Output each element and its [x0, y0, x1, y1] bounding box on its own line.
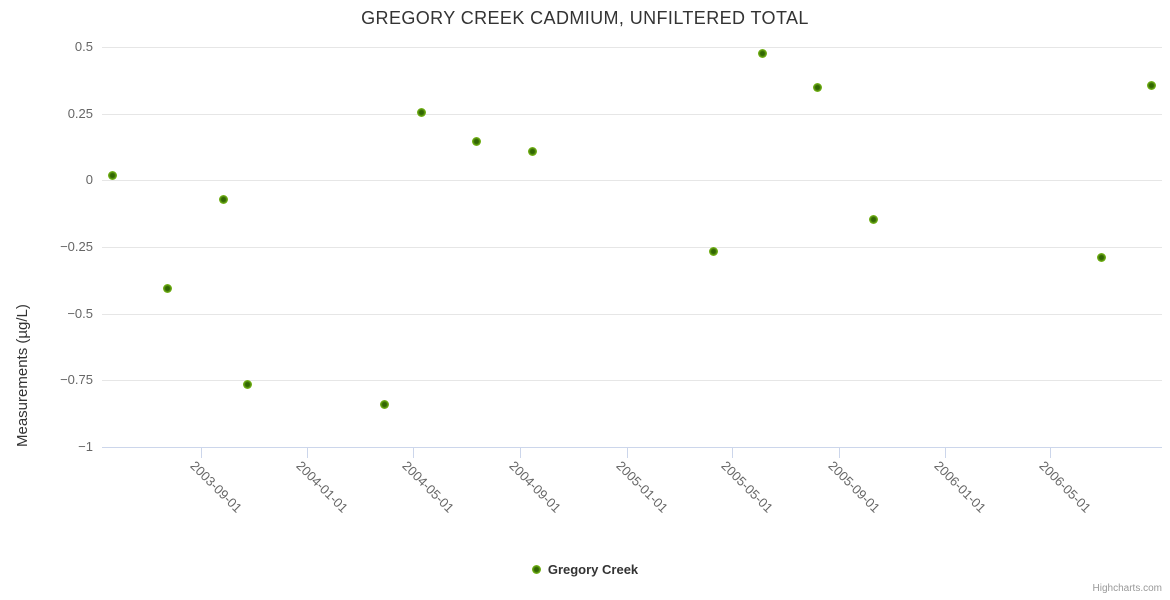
x-axis-tick	[1050, 448, 1052, 458]
y-axis-label: 0	[85, 172, 93, 188]
x-axis-tick	[520, 448, 522, 458]
y-axis-label: −0.5	[67, 305, 93, 321]
x-axis-label: 2004-01-01	[293, 458, 352, 516]
gridline	[102, 113, 1162, 115]
x-axis-label: 2006-01-01	[931, 458, 990, 516]
data-point[interactable]	[379, 399, 389, 409]
legend-marker-icon	[531, 565, 541, 574]
data-point[interactable]	[1147, 81, 1157, 91]
data-point[interactable]	[1097, 253, 1107, 263]
credits-link[interactable]: Highcharts.com	[1092, 583, 1162, 594]
y-axis-label: 0.25	[67, 105, 93, 121]
data-point[interactable]	[757, 49, 767, 59]
x-axis-label: 2005-09-01	[825, 458, 883, 516]
legend-item-gregory-creek[interactable]: Gregory Creek	[531, 562, 639, 577]
gridline	[102, 313, 1162, 315]
gridline	[102, 247, 1162, 248]
gridline	[102, 380, 1162, 382]
data-point[interactable]	[708, 246, 718, 256]
data-point[interactable]	[107, 170, 117, 180]
x-axis-label: 2004-09-01	[506, 458, 565, 516]
x-axis-tick	[626, 448, 628, 458]
data-point[interactable]	[162, 283, 172, 293]
x-axis-line	[102, 447, 1162, 448]
data-point[interactable]	[869, 214, 879, 224]
gridline	[102, 180, 1162, 182]
data-point[interactable]	[243, 379, 253, 389]
x-axis-tick	[200, 448, 202, 458]
x-axis-tick	[307, 448, 309, 458]
x-axis-tick	[945, 448, 947, 458]
y-axis-label: −0.25	[60, 239, 93, 254]
y-axis-label: 0.5	[74, 39, 93, 54]
x-axis-label: 2005-05-01	[717, 458, 776, 516]
x-axis-label: 2005-01-01	[613, 458, 671, 516]
x-axis-label: 2004-05-01	[399, 458, 457, 516]
data-point[interactable]	[417, 107, 427, 117]
legend: Gregory Creek	[0, 562, 1170, 577]
data-point[interactable]	[812, 82, 822, 92]
x-axis-tick	[838, 448, 840, 458]
x-axis-tick	[731, 448, 733, 458]
x-axis-label: 2003-09-01	[187, 458, 245, 516]
chart-title: GREGORY CREEK CADMIUM, UNFILTERED TOTAL	[361, 8, 809, 28]
data-point[interactable]	[218, 194, 228, 204]
x-axis-tick	[412, 448, 414, 458]
y-axis-label: −0.75	[60, 372, 93, 388]
y-axis-label: −1	[78, 439, 93, 454]
x-axis-label: 2006-05-01	[1036, 458, 1095, 516]
data-point[interactable]	[527, 146, 537, 156]
legend-label: Gregory Creek	[547, 562, 639, 577]
data-point[interactable]	[472, 137, 482, 147]
gridline	[102, 47, 1162, 48]
